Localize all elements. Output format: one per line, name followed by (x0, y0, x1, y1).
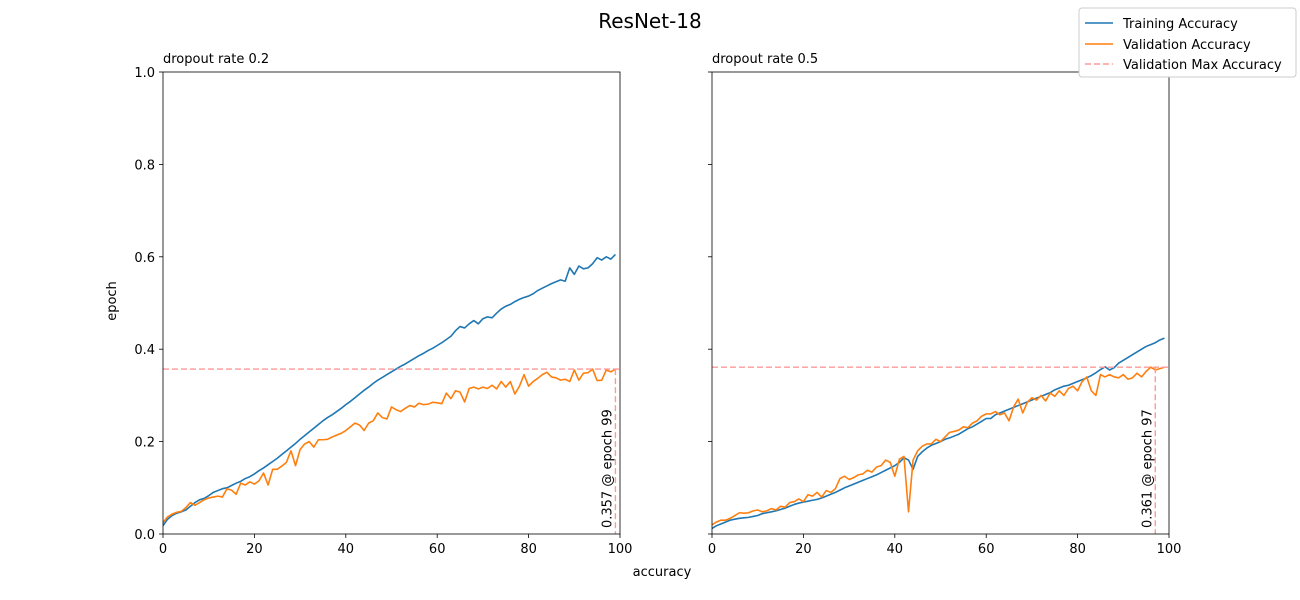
validation-max-annotation: 0.361 @ epoch 97 (1140, 409, 1155, 528)
x-tick-label: 60 (429, 542, 446, 557)
y-tick-label: 0.2 (134, 436, 155, 451)
x-tick-label: 80 (1069, 542, 1086, 557)
legend-box (1078, 7, 1297, 78)
y-tick-label: 0.6 (134, 251, 155, 266)
x-tick-label: 40 (338, 542, 355, 557)
validation-accuracy-line (712, 366, 1165, 526)
legend-label-max: Validation Max Accuracy (1123, 58, 1282, 73)
x-tick-label: 20 (795, 542, 812, 557)
validation-accuracy-line (163, 368, 616, 523)
legend-label-validation: Validation Accuracy (1123, 38, 1251, 53)
y-tick-label: 0.4 (134, 343, 155, 358)
x-tick-label: 0 (708, 542, 716, 557)
axes-frame (711, 71, 1170, 535)
y-tick-label: 1.0 (134, 66, 155, 81)
x-tick-label: 60 (978, 542, 995, 557)
subplot-title: dropout rate 0.5 (712, 52, 818, 67)
x-tick-label: 100 (608, 542, 633, 557)
x-tick-label: 20 (246, 542, 263, 557)
training-accuracy-line (163, 253, 616, 527)
y-tick-label: 0.8 (134, 158, 155, 173)
y-tick-label: 0.0 (134, 528, 155, 543)
x-tick-label: 0 (159, 542, 167, 557)
x-tick-label: 80 (520, 542, 537, 557)
validation-max-annotation: 0.357 @ epoch 99 (600, 409, 615, 528)
y-axis-label: epoch (105, 281, 120, 321)
figure-title: ResNet-18 (598, 9, 702, 33)
axes-frame (162, 71, 621, 535)
legend-label-training: Training Accuracy (1122, 17, 1238, 32)
subplot-dropout-0-2: dropout rate 0.2 0 20 40 60 80 100 0.0 0.2 0.4 0.6… (134, 52, 632, 557)
x-tick-label: 40 (887, 542, 904, 557)
training-accuracy-line (712, 337, 1165, 530)
subplot-title: dropout rate 0.2 (163, 52, 269, 67)
legend: Training Accuracy Validation Accuracy Va… (1078, 7, 1297, 78)
x-axis-label: accuracy (633, 565, 692, 580)
x-tick-label: 100 (1157, 542, 1182, 557)
